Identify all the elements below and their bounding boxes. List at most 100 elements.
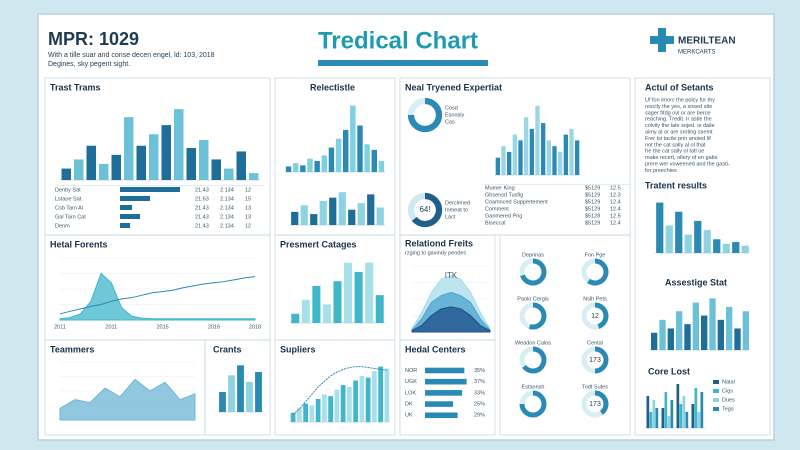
bar (667, 416, 671, 428)
header-subtitle: Degines, sky pegent sight. (48, 61, 130, 68)
bar (507, 151, 512, 175)
table-cell: $5128 (585, 213, 600, 219)
bar (291, 211, 299, 225)
bar (333, 281, 342, 323)
donut-segment (594, 390, 609, 415)
table-cell: Lstaoe Sat (55, 196, 82, 202)
bar (307, 158, 313, 172)
x-tick-label: 2018 (249, 324, 261, 330)
bar (646, 396, 650, 428)
bar (575, 140, 580, 175)
y-tick-label: NOR (405, 368, 417, 374)
bar (328, 396, 333, 422)
bar (249, 173, 259, 180)
table-cell: 12 (245, 223, 251, 229)
table-cell: Biseccal (485, 220, 505, 226)
bar (301, 299, 310, 323)
bar (322, 304, 331, 323)
bar (569, 128, 574, 175)
legend-label: Cigs (722, 388, 733, 394)
donut-label: Cental (587, 340, 603, 346)
panel (274, 339, 396, 436)
table-bar (120, 196, 150, 201)
bar (136, 145, 146, 180)
bar (199, 140, 209, 180)
value-label: 37% (474, 379, 485, 385)
bar (546, 140, 551, 175)
bar (365, 262, 374, 323)
bar (670, 400, 674, 428)
bar (425, 390, 463, 396)
donut-label: Inmeat to (445, 207, 468, 213)
bar (541, 123, 546, 175)
notes-line: reaching. Tredit. Ir astie the (645, 117, 712, 123)
bar (697, 412, 701, 428)
x-tick-label: 2016 (208, 324, 220, 330)
bar (659, 319, 666, 350)
bar (501, 146, 506, 175)
notes-title: Actul of Setants (645, 82, 714, 92)
donut-center: 173 (589, 401, 601, 408)
bar (290, 412, 296, 422)
table-bar (120, 205, 132, 210)
bar (328, 147, 335, 172)
table-cell: Comment (485, 206, 509, 212)
bar (303, 403, 308, 422)
donut-segment (407, 97, 426, 116)
notes-line: fre the cat sally ol tatl ue (645, 149, 704, 155)
main-title: Tredical Chart (318, 27, 478, 54)
bar (652, 400, 656, 428)
panel (634, 77, 771, 436)
bar (335, 138, 342, 172)
panel-title: Trast Trams (50, 82, 101, 92)
donut-segment (594, 346, 609, 374)
bar (376, 207, 384, 225)
legend-label: Natal (722, 379, 735, 385)
donut-label: Paolo Cergis (517, 296, 549, 302)
panel-title: Relectistle (310, 82, 355, 92)
panel-title: Hedal Centers (405, 344, 466, 354)
table-cell: $5129 (585, 199, 600, 205)
bar (703, 230, 711, 253)
table-cell: 12.4 (610, 206, 621, 212)
table-cell: 12.3 (610, 192, 621, 198)
bar (692, 302, 699, 350)
bar (365, 377, 371, 422)
title-underline (318, 60, 488, 66)
bar (211, 159, 221, 180)
value-label: 25% (474, 402, 485, 408)
notes-line: prere wer voweened and the gasti- (645, 161, 730, 167)
table-cell: 21.43 (195, 223, 209, 229)
table-cell: 2.134 (220, 205, 234, 211)
bar (329, 197, 337, 225)
brand-sub: MERKCARTS (678, 50, 716, 56)
bar (371, 149, 377, 172)
bar (291, 313, 300, 323)
notes-line: not the cat sally al ol that (645, 142, 706, 148)
bar (344, 262, 353, 323)
notes-line: for preechies (645, 168, 677, 174)
panel (204, 339, 271, 436)
bar (732, 242, 740, 253)
bar (334, 389, 340, 422)
table-cell: Mumer King (485, 185, 515, 191)
area (411, 306, 491, 333)
bar (237, 365, 244, 412)
table-cell: 12 (245, 187, 251, 193)
bar (359, 375, 365, 422)
bar (321, 155, 327, 172)
bar (684, 234, 692, 253)
bar (384, 368, 390, 422)
table-cell: 21.43 (195, 205, 209, 211)
donut-label: Derclened (445, 200, 470, 206)
donut-segment (594, 302, 609, 329)
notes-line: colvily the late sojed. ie dalie (645, 123, 715, 129)
bar (512, 134, 517, 175)
panel-title: Crants (213, 344, 242, 354)
bar (309, 405, 315, 422)
bar (224, 168, 234, 180)
panel-title: Tratent results (645, 180, 707, 190)
bar (425, 401, 454, 407)
bar (651, 332, 658, 350)
bar (552, 146, 557, 175)
